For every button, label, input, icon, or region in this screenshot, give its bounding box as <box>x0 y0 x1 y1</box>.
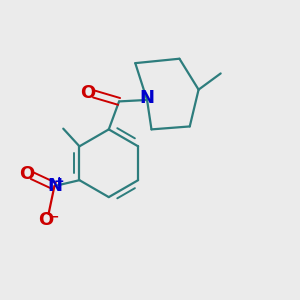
Text: O: O <box>80 84 95 102</box>
Text: O: O <box>19 165 34 183</box>
Text: −: − <box>49 211 60 224</box>
Text: N: N <box>140 89 155 107</box>
Text: N: N <box>47 177 62 195</box>
Text: +: + <box>53 175 64 188</box>
Text: O: O <box>39 211 54 229</box>
